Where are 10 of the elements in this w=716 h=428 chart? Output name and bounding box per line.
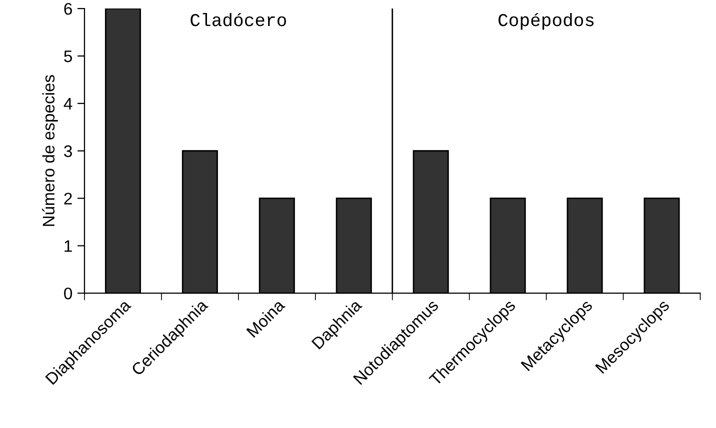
y-tick-label: 4	[64, 98, 72, 110]
y-tick-label: 3	[64, 145, 72, 158]
y-tick-label: 6	[64, 2, 72, 15]
y-axis-title: Número de especies	[42, 75, 58, 226]
annotation: Cladócero	[190, 12, 286, 26]
y-tick-label: 0	[64, 288, 72, 300]
annotation: Copépodos	[498, 12, 594, 30]
y-tick-label: 1	[64, 240, 72, 252]
y-tick-label: 5	[64, 50, 72, 62]
y-tick-label: 2	[64, 192, 72, 204]
